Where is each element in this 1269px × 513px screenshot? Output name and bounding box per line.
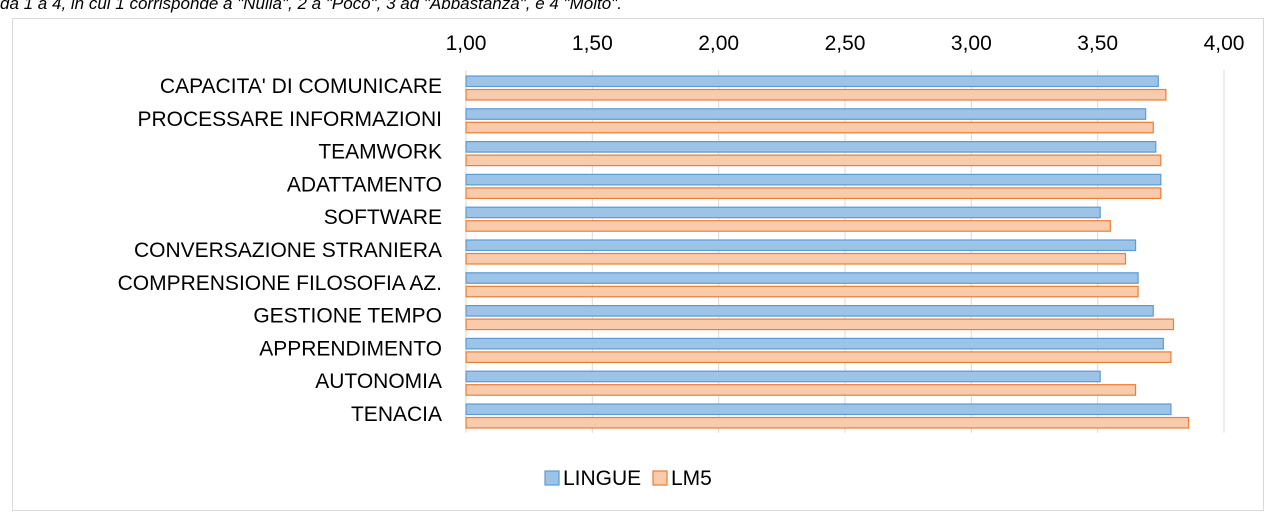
x-tick-label: 1,00	[446, 32, 487, 55]
bar-lingue	[465, 239, 1137, 252]
category-label: APPRENDIMENTO	[259, 337, 442, 360]
legend-swatch	[544, 470, 560, 486]
bar-lingue	[465, 403, 1172, 416]
category-label: COMPRENSIONE FILOSOFIA AZ.	[118, 272, 442, 295]
bar-lm5	[465, 220, 1111, 232]
x-tick-label: 2,00	[698, 32, 739, 55]
bar-lm5	[465, 252, 1127, 265]
bar-lm5	[465, 88, 1167, 101]
bar-lm5	[465, 416, 1190, 429]
x-tick-label: 2,50	[825, 32, 866, 55]
bar-lingue	[465, 337, 1164, 350]
bar-lingue	[465, 141, 1157, 153]
category-label: CAPACITA' DI COMUNICARE	[160, 75, 442, 98]
category-label: TEAMWORK	[318, 141, 442, 164]
category-label: AUTONOMIA	[315, 370, 442, 393]
bar-lingue	[465, 75, 1159, 88]
category-label: TENACIA	[351, 403, 442, 426]
bar-lm5	[465, 121, 1154, 134]
bar-lm5	[465, 154, 1162, 167]
bar-lingue	[465, 108, 1147, 120]
bar-lm5	[465, 351, 1172, 363]
category-label: SOFTWARE	[324, 206, 442, 229]
bar-lingue	[465, 206, 1101, 219]
bar-lingue	[465, 173, 1162, 186]
chart-caption: da 1 a 4, in cui 1 corrisponde a "Nulla"…	[0, 0, 622, 13]
category-label: PROCESSARE INFORMAZIONI	[137, 108, 442, 131]
x-tick-label: 4,00	[1204, 32, 1245, 55]
bar-lm5	[465, 318, 1175, 331]
legend-swatch	[652, 470, 668, 486]
bar-lingue	[465, 370, 1101, 383]
bar-lm5	[465, 187, 1162, 199]
category-label: GESTIONE TEMPO	[253, 305, 442, 328]
x-tick-label: 3,00	[951, 32, 992, 55]
x-tick-label: 3,50	[1077, 32, 1118, 55]
legend-label: LINGUE	[563, 467, 641, 490]
bar-lingue	[465, 305, 1154, 317]
x-tick-label: 1,50	[572, 32, 613, 55]
bar-lm5	[465, 384, 1137, 396]
bar-lingue	[465, 272, 1139, 284]
category-label: ADATTAMENTO	[287, 173, 442, 196]
legend-label: LM5	[671, 467, 712, 490]
category-label: CONVERSAZIONE STRANIERA	[134, 239, 442, 262]
bar-lm5	[465, 285, 1139, 298]
